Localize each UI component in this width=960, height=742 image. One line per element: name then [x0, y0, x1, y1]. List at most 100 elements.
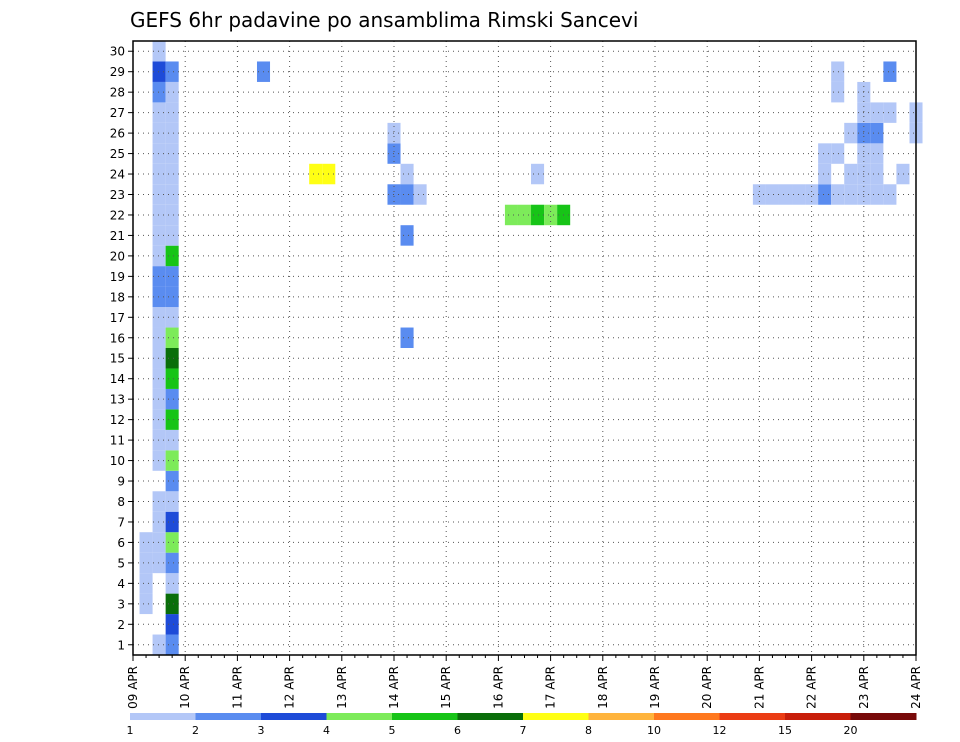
legend-swatch: [523, 713, 589, 720]
legend-swatch: [261, 713, 327, 720]
heatmap-cell: [531, 163, 545, 185]
heatmap-cell: [139, 532, 153, 553]
heatmap-cell: [152, 307, 166, 328]
heatmap-cell: [165, 184, 179, 205]
heatmap-cell: [165, 327, 179, 348]
y-tick-label: 25: [110, 147, 125, 161]
legend-label: 8: [585, 724, 592, 737]
x-tick-label: 17 APR: [544, 666, 558, 709]
heatmap-cell: [152, 102, 166, 123]
heatmap-cell: [165, 552, 179, 574]
legend-swatch: [654, 713, 720, 720]
heatmap-cell: [387, 122, 401, 144]
heatmap-cell: [152, 204, 166, 226]
heatmap-cell: [139, 573, 153, 594]
legend-label: 7: [520, 724, 527, 737]
heatmap-cell: [152, 143, 166, 164]
heatmap-cell: [831, 184, 845, 205]
y-tick-label: 16: [110, 331, 125, 345]
heatmap-cell: [544, 204, 558, 226]
heatmap-cell: [844, 184, 858, 205]
heatmap-cell: [387, 184, 401, 205]
legend-label: 6: [454, 724, 461, 737]
y-tick-label: 22: [110, 208, 125, 222]
heatmap-cell: [152, 409, 166, 430]
heatmap-cell: [765, 184, 779, 205]
heatmap-cell: [400, 184, 414, 205]
y-tick-label: 20: [110, 249, 125, 263]
x-tick-label: 12 APR: [283, 666, 297, 709]
heatmap-cell: [165, 614, 179, 635]
heatmap-cell: [152, 532, 166, 553]
legend-label: 10: [647, 724, 661, 737]
legend-swatch: [785, 713, 851, 720]
heatmap-cell: [152, 225, 166, 246]
x-tick-label: 09 APR: [126, 666, 140, 709]
x-tick-label: 22 APR: [805, 666, 819, 709]
legend-label: 15: [778, 724, 792, 737]
legend-swatch: [130, 713, 196, 720]
heatmap-cell: [818, 163, 832, 185]
color-legend: 1 2 3 4 5 6 7 8 10 12 15 20: [127, 713, 917, 737]
heatmap-cell: [165, 593, 179, 615]
legend-label: 4: [323, 724, 330, 737]
heatmap-cell: [413, 184, 427, 205]
y-tick-label: 3: [117, 597, 125, 611]
heatmap-cell: [165, 307, 179, 328]
heatmap-cell: [152, 61, 166, 82]
y-tick-label: 5: [117, 556, 125, 570]
heatmap-cell: [152, 511, 166, 533]
heatmap-cell: [165, 491, 179, 512]
heatmap-cell: [870, 102, 884, 123]
heatmap-cell: [778, 184, 793, 205]
y-tick-label: 12: [110, 413, 125, 427]
y-tick-label: 6: [117, 536, 125, 550]
heatmap-cell: [165, 266, 179, 287]
heatmap-cell: [152, 245, 166, 267]
heatmap-cell: [152, 348, 166, 369]
y-tick-label: 2: [117, 618, 125, 632]
heatmap-cell: [152, 163, 166, 185]
heatmap-cell: [831, 81, 845, 103]
heatmap-cell: [831, 61, 845, 82]
heatmap-cell: [309, 163, 323, 185]
heatmap-cell: [844, 122, 858, 144]
heatmap-cell: [165, 245, 179, 267]
legend-label: 1: [127, 724, 134, 737]
heatmap-cell: [818, 143, 832, 164]
heatmap-cell: [152, 429, 166, 451]
heatmap-cell: [165, 204, 179, 226]
heatmap-cell: [165, 81, 179, 103]
heatmap-cell: [896, 163, 910, 185]
heatmap-cell: [400, 225, 414, 246]
legend-swatch: [457, 713, 524, 720]
heatmap-cell: [165, 634, 179, 655]
heatmap-cell: [152, 286, 166, 308]
heatmap-cell: [818, 184, 832, 205]
x-tick-label: 23 APR: [857, 666, 871, 709]
y-tick-label: 28: [110, 86, 125, 100]
x-tick-label: 19 APR: [648, 666, 662, 709]
x-tick-label: 16 APR: [491, 666, 505, 709]
x-tick-label: 24 APR: [909, 666, 923, 709]
y-tick-label: 14: [110, 372, 125, 386]
legend-label: 20: [844, 724, 858, 737]
y-tick-label: 13: [110, 393, 125, 407]
legend-label: 2: [192, 724, 199, 737]
x-tick-label: 11 APR: [230, 666, 244, 709]
heatmap-cell: [139, 552, 153, 574]
heatmap-cell: [152, 41, 166, 62]
y-tick-label: 7: [117, 515, 125, 529]
heatmap-cell: [165, 409, 179, 430]
y-tick-label: 26: [110, 127, 125, 141]
heatmap-cell: [870, 143, 884, 164]
heatmap-cell: [387, 143, 401, 164]
x-axis: 09 APR 10 APR 11 APR 12 APR 13 APR 14 APR 15 A…: [126, 655, 923, 709]
legend-label: 5: [389, 724, 396, 737]
heatmap-cell: [165, 450, 179, 471]
heatmap-cell: [883, 184, 897, 205]
y-tick-label: 24: [110, 168, 125, 182]
heatmap-cell: [870, 184, 884, 205]
legend-swatch: [195, 713, 262, 720]
heatmap-cell: [752, 184, 766, 205]
